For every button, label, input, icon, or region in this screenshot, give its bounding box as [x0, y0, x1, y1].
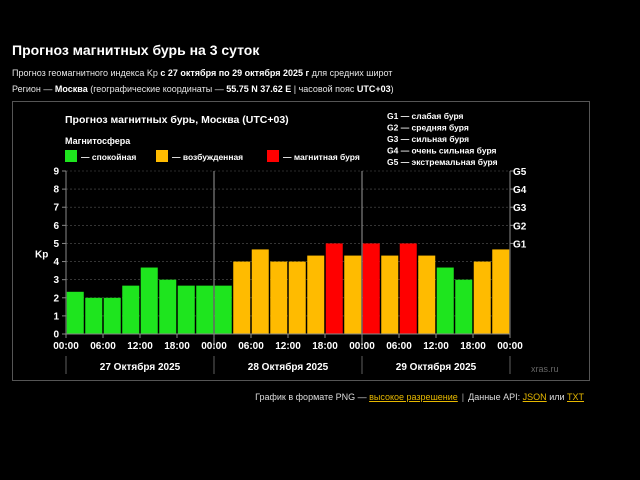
- day-label: 28 Октября 2025: [248, 361, 329, 373]
- y-axis-label: Kp: [35, 249, 48, 260]
- g-tick-label: G4: [513, 185, 527, 196]
- x-tick-label: 12:00: [275, 341, 301, 352]
- y-tick-label: 5: [53, 239, 59, 250]
- g-legend-item: G5 — экстремальная буря: [387, 157, 498, 167]
- y-tick-label: 3: [53, 275, 59, 286]
- kp-bar: [159, 279, 177, 334]
- x-tick-label: 00:00: [349, 341, 375, 352]
- x-tick-label: 06:00: [90, 341, 116, 352]
- x-tick-label: 00:00: [53, 341, 79, 352]
- kp-bar: [122, 285, 140, 334]
- legend-label-storm: — магнитная буря: [283, 152, 360, 162]
- hi-res-link[interactable]: высокое разрешение: [369, 392, 458, 402]
- region-coords: 55.75 N 37.62 E: [226, 84, 292, 94]
- day-label: 27 Октября 2025: [100, 361, 181, 373]
- coords-prefix: (географические координаты —: [87, 84, 227, 94]
- chart-title: Прогноз магнитных бурь, Москва (UTC+03): [65, 114, 289, 126]
- region-prefix: Регион —: [12, 84, 55, 94]
- kp-bar: [325, 243, 343, 334]
- kp-bar: [233, 261, 251, 334]
- y-tick-label: 1: [53, 311, 59, 322]
- y-tick-label: 0: [53, 330, 59, 341]
- legend-title: Магнитосфера: [65, 136, 131, 146]
- x-tick-label: 18:00: [460, 341, 486, 352]
- g-legend-item: G1 — слабая буря: [387, 111, 464, 121]
- legend-swatch-calm: [65, 150, 77, 162]
- or-text: или: [546, 392, 567, 402]
- kp-bar: [418, 255, 436, 334]
- g-legend-item: G4 — очень сильная буря: [387, 146, 497, 156]
- legend-label-calm: — спокойная: [81, 152, 136, 162]
- g-tick-label: G2: [513, 221, 527, 232]
- png-label: График в формате PNG —: [255, 392, 370, 402]
- g-tick-label: G1: [513, 239, 527, 250]
- kp-bar: [270, 261, 288, 334]
- kp-bar: [399, 243, 417, 334]
- kp-bar: [381, 255, 399, 334]
- x-tick-label: 12:00: [127, 341, 153, 352]
- kp-bar: [140, 267, 158, 334]
- api-label: Данные API:: [468, 392, 523, 402]
- x-tick-label: 18:00: [164, 341, 190, 352]
- kp-bar: [492, 249, 510, 334]
- legend-swatch-storm: [267, 150, 279, 162]
- g-legend-item: G3 — сильная буря: [387, 134, 469, 144]
- forecast-prefix: Прогноз геомагнитного индекса Kp: [12, 68, 161, 78]
- y-tick-label: 9: [53, 167, 59, 178]
- kp-bar: [473, 261, 491, 334]
- y-tick-label: 6: [53, 221, 59, 232]
- x-tick-label: 00:00: [497, 341, 523, 352]
- timezone-prefix: | часовой пояс: [291, 84, 357, 94]
- kp-bar: [288, 261, 306, 334]
- y-tick-label: 7: [53, 203, 59, 214]
- kp-bar: [177, 285, 195, 334]
- legend-label-disturbed: — возбужденная: [172, 152, 243, 162]
- kp-bar: [196, 285, 214, 334]
- y-tick-label: 2: [53, 293, 59, 304]
- g-tick-label: G3: [513, 203, 527, 214]
- txt-link[interactable]: TXT: [567, 392, 584, 402]
- x-tick-label: 00:00: [201, 341, 227, 352]
- kp-chart: Прогноз магнитных бурь, Москва (UTC+03) М…: [35, 111, 559, 374]
- region-name: Москва: [54, 84, 88, 94]
- region-timezone: UTC+03: [356, 84, 391, 94]
- x-tick-label: 06:00: [238, 341, 264, 352]
- kp-bar: [455, 279, 473, 334]
- kp-bar: [214, 285, 232, 334]
- x-tick-label: 06:00: [386, 341, 412, 352]
- kp-bar: [436, 267, 454, 334]
- forecast-description: Прогноз геомагнитного индекса Kp с 27 ок…: [12, 68, 392, 78]
- watermark: xras.ru: [531, 364, 559, 374]
- kp-bar: [85, 297, 103, 334]
- y-tick-label: 8: [53, 185, 59, 196]
- footer: График в формате PNG — высокое разрешени…: [255, 392, 584, 402]
- page-title: Прогноз магнитных бурь на 3 суток: [12, 42, 260, 58]
- x-tick-label: 12:00: [423, 341, 449, 352]
- chart-frame: Прогноз магнитных бурь, Москва (UTC+03) М…: [12, 101, 590, 381]
- footer-separator: |: [461, 392, 465, 402]
- region-info: Регион — Москва (географические координа…: [12, 84, 394, 94]
- x-tick-label: 18:00: [312, 341, 338, 352]
- kp-bar: [103, 297, 121, 334]
- g-tick-label: G5: [513, 167, 527, 178]
- kp-bar: [251, 249, 269, 334]
- forecast-date-range: с 27 октября по 29 октября 2025 г: [160, 68, 310, 78]
- y-tick-label: 4: [53, 257, 59, 268]
- kp-bar: [66, 291, 84, 334]
- day-label: 29 Октября 2025: [396, 361, 477, 373]
- legend-swatch-disturbed: [156, 150, 168, 162]
- kp-bar: [362, 243, 380, 334]
- json-link[interactable]: JSON: [522, 392, 547, 402]
- forecast-suffix: для средних широт: [309, 68, 393, 78]
- g-legend-item: G2 — средняя буря: [387, 123, 469, 133]
- kp-bar: [344, 255, 362, 334]
- kp-bar: [307, 255, 325, 334]
- region-end: ): [390, 84, 394, 94]
